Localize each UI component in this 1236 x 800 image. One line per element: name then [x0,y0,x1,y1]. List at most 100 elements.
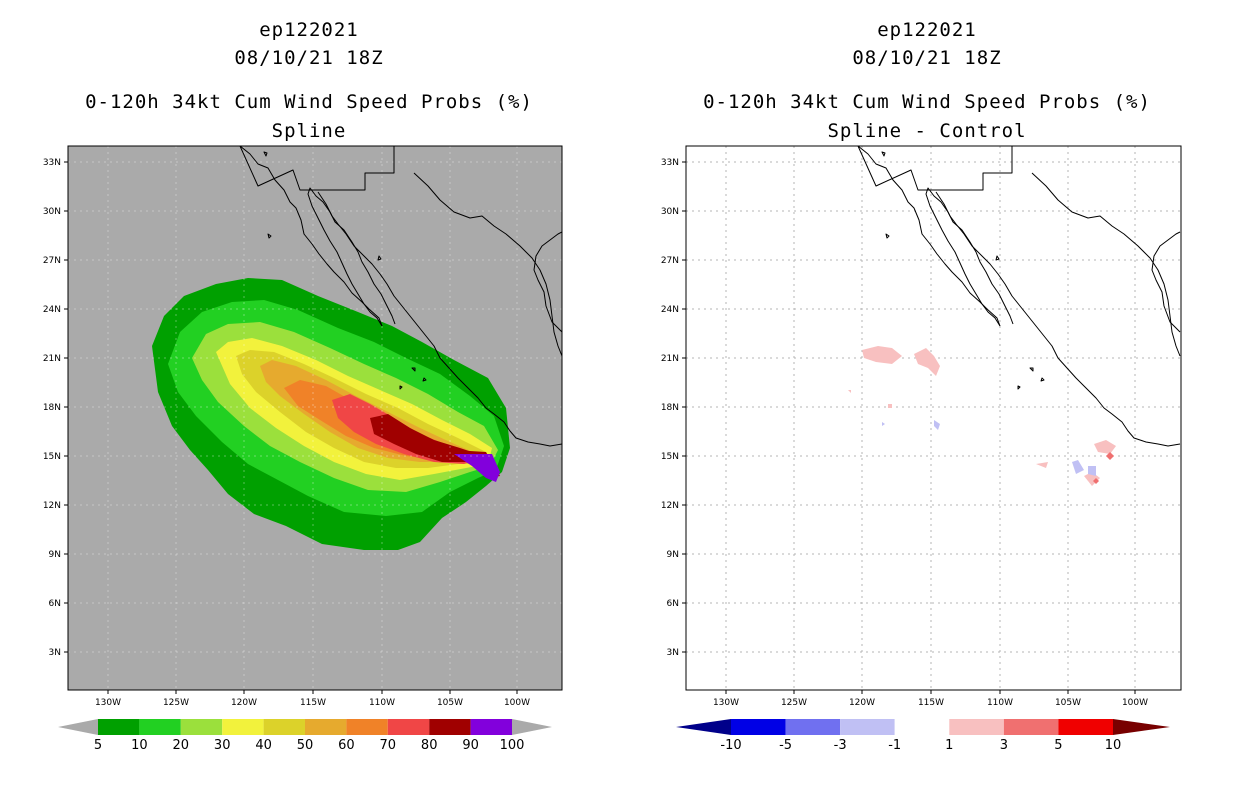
colorbar-swatch-4 [949,719,1004,735]
left-ticks [64,161,518,694]
diff-blob-pos-4 [848,390,851,393]
colorbar-label-3: 3 [1000,738,1008,753]
colorbar-label-90: 90 [462,738,479,753]
colorbar-label-50: 50 [297,738,314,753]
lat-label-12N: 12N [43,501,61,511]
lon-label-125W: 125W [163,698,189,708]
lon-label-105W: 105W [437,698,463,708]
lat-label-6N: 6N [667,599,679,609]
colorbar-right-end-triangle [1113,719,1170,735]
lat-label-15N: 15N [661,452,679,462]
colorbar-label-30: 30 [214,738,231,753]
colorbar-swatch-1 [785,719,841,735]
lat-label-9N: 9N [667,550,679,560]
right-title-date: 08/10/21 18Z [852,47,1002,69]
left-colorbar: 5 10 20 30 40 50 60 70 80 90 100 [58,719,552,753]
lat-label-18N: 18N [43,403,61,413]
diff-blob-pos-3 [888,404,892,408]
lat-label-24N: 24N [43,305,61,315]
right-lat-labels: 33N 30N 27N 24N 21N 18N 15N 12N 9N 6N 3N [661,158,679,658]
colorbar-label-5: 5 [1054,738,1062,753]
left-title-product: 0-120h 34kt Cum Wind Speed Probs (%) [85,91,533,113]
colorbar-label-70: 70 [380,738,397,753]
lat-label-24N: 24N [661,305,679,315]
colorbar-swatch-1 [139,719,181,735]
lat-label-3N: 3N [667,648,679,658]
lat-label-6N: 6N [49,599,61,609]
left-lon-labels: 130W 125W 120W 115W 110W 105W 100W [95,698,530,708]
colorbar-swatch-3 [894,719,950,735]
lat-label-12N: 12N [661,501,679,511]
lat-label-9N: 9N [49,550,61,560]
colorbar-left-end-triangle [676,719,731,735]
lat-label-27N: 27N [661,256,679,266]
right-ticks [682,161,1136,694]
lon-label-100W: 100W [504,698,530,708]
lat-label-27N: 27N [43,256,61,266]
colorbar-swatch-9 [470,719,512,735]
colorbar-swatch-0 [731,719,786,735]
lon-label-120W: 120W [849,698,875,708]
lon-label-115W: 115W [300,698,326,708]
lat-label-15N: 15N [43,452,61,462]
right-difference-blobs [848,346,1116,486]
lon-label-130W: 130W [713,698,739,708]
colorbar-label-40: 40 [255,738,272,753]
right-title-storm: ep122021 [877,19,977,41]
colorbar-label-5: 5 [94,738,102,753]
colorbar-label--1: -1 [888,738,901,753]
colorbar-swatch-6 [346,719,388,735]
lon-label-115W: 115W [918,698,944,708]
colorbar-swatch-8 [429,719,471,735]
lat-label-3N: 3N [49,648,61,658]
lat-label-21N: 21N [43,354,61,364]
left-probability-contours [68,146,562,690]
colorbar-label--3: -3 [834,738,847,753]
diff-blob-pos-6 [1036,462,1048,468]
diff-blob-neg-4 [882,422,885,426]
right-lon-labels: 130W 125W 120W 115W 110W 105W 100W [713,698,1148,708]
colorbar-label-100: 100 [500,738,525,753]
colorbar-label-10: 10 [131,738,148,753]
diff-blob-neg-1 [1072,460,1084,474]
left-title-storm: ep122021 [259,19,359,41]
colorbar-right-end-triangle [512,719,552,735]
left-map-frame [67,145,563,691]
colorbar-swatch-7 [387,719,430,735]
colorbar-swatch-3 [222,719,264,735]
right-map-frame [685,145,1182,691]
lon-label-105W: 105W [1055,698,1081,708]
contour-80 [370,414,484,462]
lon-label-110W: 110W [369,698,395,708]
colorbar-left-end-triangle [58,719,98,735]
diff-blob-pos-5 [1094,440,1116,454]
diff-blob-pos-9 [1093,478,1099,484]
lat-label-30N: 30N [43,207,61,217]
lat-label-33N: 33N [661,158,679,168]
diff-blob-pos-1 [862,346,902,364]
left-lat-labels: 33N 30N 27N 24N 21N 18N 15N 12N 9N 6N 3N [43,158,61,658]
lon-label-130W: 130W [95,698,121,708]
colorbar-label-1: 1 [945,738,953,753]
lon-label-120W: 120W [231,698,257,708]
right-map-background [686,146,1181,690]
colorbar-label--10: -10 [720,738,741,753]
diff-blob-pos-2 [914,348,940,376]
lon-label-100W: 100W [1122,698,1148,708]
left-title-date: 08/10/21 18Z [234,47,384,69]
right-title-product: 0-120h 34kt Cum Wind Speed Probs (%) [703,91,1151,113]
lat-label-18N: 18N [661,403,679,413]
right-colorbar: -10 -5 -3 -1 1 3 5 10 [676,719,1170,753]
colorbar-swatch-0 [98,719,140,735]
colorbar-label-60: 60 [338,738,355,753]
lon-label-125W: 125W [781,698,807,708]
lat-label-33N: 33N [43,158,61,168]
diff-blob-neg-2 [1088,466,1096,476]
diff-blob-neg-3 [934,420,940,430]
left-title-method: Spline [271,120,347,142]
right-title-method: Spline - Control [827,120,1027,142]
